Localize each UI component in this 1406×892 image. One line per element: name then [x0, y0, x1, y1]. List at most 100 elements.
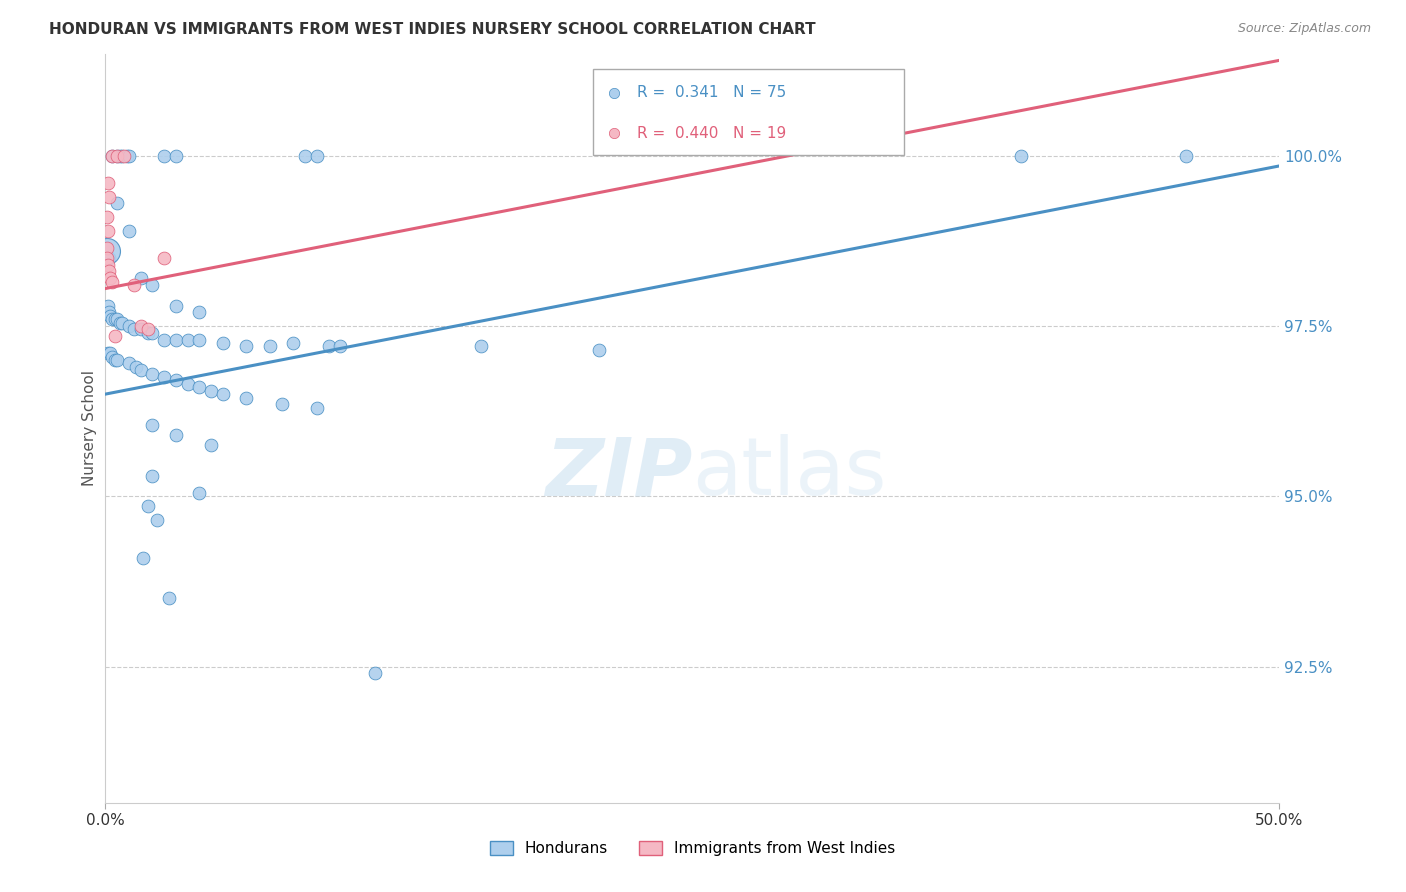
Point [283, 336, 305, 351]
Point [122, 322, 145, 336]
Point [329, 339, 352, 353]
Point [188, 333, 211, 347]
Point [97, 258, 120, 272]
Point [98, 309, 121, 323]
Point [105, 312, 128, 326]
Point [105, 149, 128, 163]
Point [588, 343, 610, 357]
Point [294, 149, 316, 163]
Point [136, 500, 159, 514]
Point [1010, 149, 1032, 163]
Point [305, 401, 328, 415]
Point [96, 241, 118, 255]
Point [129, 322, 152, 336]
Point [129, 318, 152, 333]
Point [112, 149, 135, 163]
Point [200, 438, 222, 452]
Text: atlas: atlas [692, 434, 887, 512]
Point [200, 384, 222, 398]
Text: R =  0.341   N = 75: R = 0.341 N = 75 [637, 85, 786, 100]
Point [105, 196, 128, 211]
Point [98, 271, 121, 285]
Point [105, 149, 128, 163]
Point [129, 363, 152, 377]
Point [104, 312, 127, 326]
Point [96, 210, 118, 224]
Point [111, 149, 134, 163]
Point [104, 353, 127, 368]
Point [98, 251, 121, 265]
Point [153, 333, 176, 347]
Point [318, 339, 340, 353]
Point [176, 376, 198, 391]
Point [141, 468, 163, 483]
Point [98, 346, 121, 360]
Point [101, 275, 124, 289]
Point [136, 322, 159, 336]
Point [165, 333, 187, 347]
Point [364, 666, 387, 681]
Point [97, 176, 120, 190]
Point [96, 244, 118, 258]
Point [129, 271, 152, 285]
Point [165, 374, 187, 388]
Point [211, 336, 233, 351]
Text: HONDURAN VS IMMIGRANTS FROM WEST INDIES NURSERY SCHOOL CORRELATION CHART: HONDURAN VS IMMIGRANTS FROM WEST INDIES … [49, 22, 815, 37]
Y-axis label: Nursery School: Nursery School [82, 370, 97, 486]
Point [235, 339, 257, 353]
Point [101, 350, 124, 364]
Point [141, 278, 163, 293]
Point [270, 397, 292, 411]
Point [188, 486, 211, 500]
Text: Source: ZipAtlas.com: Source: ZipAtlas.com [1237, 22, 1371, 36]
Legend: Hondurans, Immigrants from West Indies: Hondurans, Immigrants from West Indies [484, 835, 901, 863]
Text: R =  0.440   N = 19: R = 0.440 N = 19 [637, 126, 786, 141]
Point [165, 428, 187, 442]
Point [122, 278, 145, 293]
Point [141, 417, 163, 432]
FancyBboxPatch shape [593, 69, 904, 154]
Point [98, 189, 121, 203]
Point [165, 149, 187, 163]
Point [165, 299, 187, 313]
Point [108, 149, 131, 163]
Point [188, 380, 211, 394]
Point [111, 316, 134, 330]
Point [188, 305, 211, 319]
Point [118, 318, 141, 333]
Point [115, 149, 138, 163]
Point [105, 353, 128, 368]
Point [153, 149, 176, 163]
Point [118, 149, 141, 163]
Point [125, 359, 148, 374]
Point [118, 224, 141, 238]
Point [97, 224, 120, 238]
Point [157, 591, 180, 606]
Point [153, 370, 176, 384]
Point [1174, 149, 1197, 163]
Point [153, 251, 176, 265]
Point [101, 149, 124, 163]
Text: ZIP: ZIP [546, 434, 692, 512]
Point [97, 299, 120, 313]
Point [101, 149, 124, 163]
Point [470, 339, 492, 353]
Point [101, 312, 124, 326]
Point [259, 339, 281, 353]
Point [211, 387, 233, 401]
Point [235, 391, 257, 405]
Point [141, 367, 163, 381]
Point [118, 356, 141, 370]
Point [146, 513, 169, 527]
Point [96, 251, 118, 265]
Point [176, 333, 198, 347]
Point [98, 264, 121, 278]
Point [141, 326, 163, 340]
Point [132, 550, 155, 565]
Point [305, 149, 328, 163]
Point [98, 305, 121, 319]
Point [97, 346, 120, 360]
Point [108, 316, 131, 330]
Point [136, 326, 159, 340]
Point [104, 329, 127, 343]
